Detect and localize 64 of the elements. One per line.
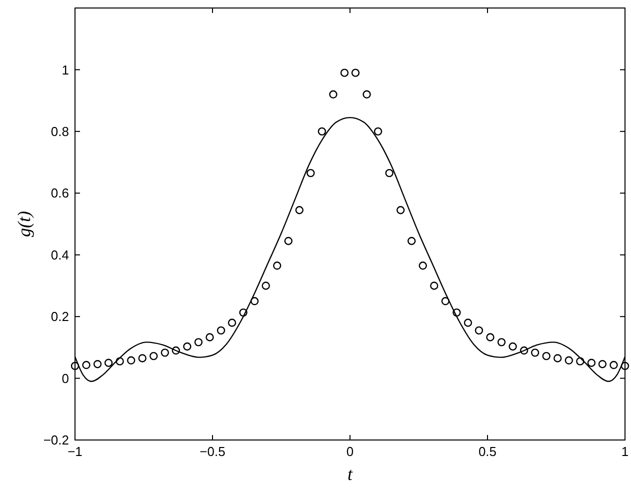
y-tick-label: 0.6	[50, 186, 69, 201]
point	[441, 297, 450, 306]
point	[587, 358, 596, 367]
point	[216, 326, 226, 335]
point	[508, 342, 517, 351]
point	[93, 360, 102, 368]
x-tick-label: −1	[68, 444, 82, 459]
y-tick-label: 0.4	[50, 247, 69, 262]
point	[273, 262, 282, 270]
point	[194, 338, 203, 346]
point	[374, 127, 382, 136]
point	[250, 297, 259, 306]
point	[318, 127, 326, 136]
point	[284, 236, 292, 246]
point	[239, 308, 248, 317]
x-tick-label: 0	[346, 444, 354, 459]
point	[362, 90, 371, 98]
point	[385, 168, 394, 178]
point	[150, 352, 158, 360]
point	[418, 262, 427, 270]
point	[206, 333, 214, 342]
y-tick-label: −0.2	[43, 432, 69, 448]
point	[452, 308, 461, 317]
point	[554, 354, 562, 362]
y-tick-label: 0.8	[50, 124, 69, 139]
point	[262, 282, 270, 290]
point	[70, 362, 80, 370]
x-tick-label: 1	[621, 444, 629, 459]
point	[172, 346, 180, 355]
y-tick-label: 0.2	[50, 309, 69, 324]
point	[564, 356, 573, 364]
point	[351, 68, 360, 77]
point	[329, 90, 338, 98]
point	[228, 318, 236, 327]
point	[295, 206, 304, 214]
point	[576, 357, 584, 366]
point	[497, 338, 506, 346]
point	[116, 357, 124, 366]
point	[306, 168, 315, 178]
point	[127, 356, 136, 364]
point	[430, 282, 438, 290]
point	[530, 348, 540, 357]
point	[138, 354, 146, 362]
point	[104, 358, 113, 367]
point	[610, 360, 618, 370]
x-tick-label: −0.5	[200, 444, 226, 459]
point	[408, 236, 416, 246]
point	[183, 342, 192, 351]
point	[598, 360, 607, 368]
point	[542, 352, 550, 360]
point	[464, 318, 472, 327]
y-tick-label: 1	[62, 62, 69, 78]
point	[620, 362, 630, 370]
y-tick-label: 0	[62, 370, 69, 386]
x-tick-label: 0.5	[478, 444, 497, 459]
point	[474, 326, 484, 335]
point	[340, 68, 349, 77]
point	[160, 348, 170, 357]
point	[520, 346, 528, 355]
point	[396, 206, 405, 214]
point	[486, 333, 494, 342]
x-axis-title: t	[347, 464, 354, 484]
point	[82, 360, 90, 370]
y-axis-title: g(t)	[14, 211, 34, 237]
